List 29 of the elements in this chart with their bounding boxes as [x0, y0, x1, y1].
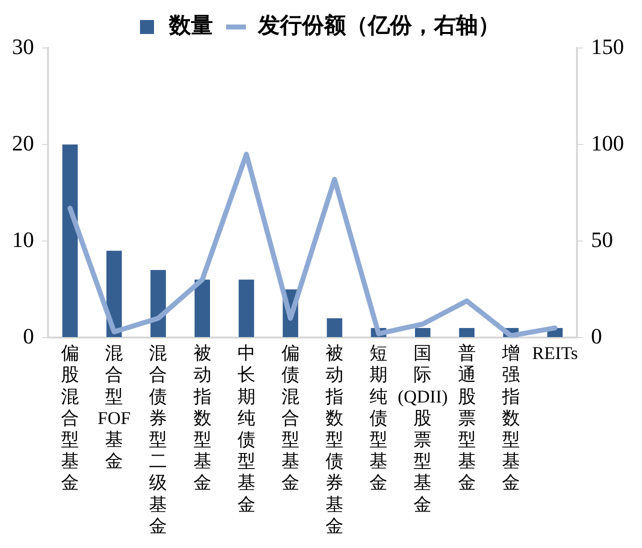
x-tick-label: 国际(QDII)股票型基金	[398, 343, 448, 514]
x-tick-label: 被动指数型基金	[192, 343, 212, 493]
x-tick-label: 中长期纯债型基金	[237, 343, 256, 514]
y-tick-label: 20	[12, 130, 34, 156]
bar	[326, 318, 342, 338]
x-tick-label: REITs	[532, 343, 578, 364]
y2-tick-label: 0	[591, 323, 602, 348]
bar	[150, 270, 166, 338]
bar	[238, 280, 254, 338]
y2-tick-label: 150	[591, 34, 624, 59]
legend-label: 数量	[168, 12, 213, 38]
bar	[62, 144, 78, 338]
x-tick-label: 偏债混合型基金	[281, 343, 300, 493]
legend-label: 发行份额（亿份，右轴）	[257, 12, 500, 38]
y-tick-label: 30	[12, 34, 34, 59]
x-tick-label: 短期纯债型基金	[370, 343, 388, 493]
category-label: 混合债券型二级基金	[149, 343, 168, 536]
y-tick-label: 0	[23, 323, 34, 348]
x-tick-label: 偏股混合型基金	[61, 343, 80, 493]
x-tick-label: 普通股票型基金	[458, 343, 476, 493]
bar	[459, 328, 475, 338]
x-tick-label: 混合型FOF基金	[98, 343, 131, 472]
bar	[194, 280, 210, 338]
x-tick-label: 增强指数型基金	[500, 343, 520, 493]
bar	[414, 328, 430, 338]
y2-tick-label: 100	[591, 130, 624, 156]
y2-tick-label: 50	[591, 226, 613, 252]
category-label: 被动指数型债券基金	[326, 343, 344, 536]
y-tick-label: 10	[12, 226, 34, 252]
